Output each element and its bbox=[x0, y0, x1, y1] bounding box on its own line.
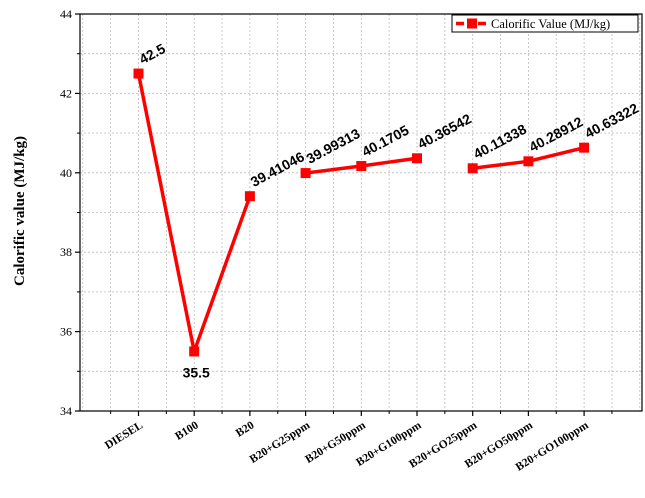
data-label: 42.5 bbox=[136, 40, 168, 67]
x-tick-label: B20 bbox=[234, 419, 257, 439]
data-point bbox=[133, 68, 144, 79]
series-calorific-value bbox=[133, 68, 590, 357]
legend: Calorific Value (MJ/kg) bbox=[451, 14, 639, 33]
data-point bbox=[467, 163, 478, 174]
data-point bbox=[189, 346, 200, 357]
x-tick-label: B20+G25ppm bbox=[248, 419, 313, 466]
legend-box bbox=[451, 14, 639, 33]
y-tick-label: 34 bbox=[60, 404, 72, 418]
grid-lines bbox=[80, 14, 642, 411]
data-point bbox=[412, 153, 422, 164]
y-tick-label: 44 bbox=[60, 7, 72, 21]
legend-marker-swatch bbox=[467, 18, 477, 29]
y-tick-label: 38 bbox=[60, 245, 72, 259]
y-axis-title: Calorific value (MJ/kg) bbox=[12, 136, 28, 286]
data-label: 40.11338 bbox=[471, 121, 530, 162]
y-tick-label: 36 bbox=[60, 325, 72, 339]
legend-label: Calorific Value (MJ/kg) bbox=[491, 17, 610, 31]
data-point bbox=[579, 142, 590, 153]
data-point bbox=[356, 161, 367, 172]
x-tick-label: B100 bbox=[173, 419, 201, 443]
data-label: 35.5 bbox=[183, 364, 210, 380]
y-tick-label: 42 bbox=[60, 86, 72, 100]
data-label: 40.1705 bbox=[359, 122, 411, 160]
y-tick-label: 40 bbox=[60, 166, 72, 180]
data-point bbox=[244, 191, 255, 202]
data-point bbox=[523, 156, 534, 167]
data-point bbox=[300, 168, 311, 179]
data-label: 40.36542 bbox=[415, 110, 474, 152]
x-tick-label: DIESEL bbox=[103, 419, 145, 452]
